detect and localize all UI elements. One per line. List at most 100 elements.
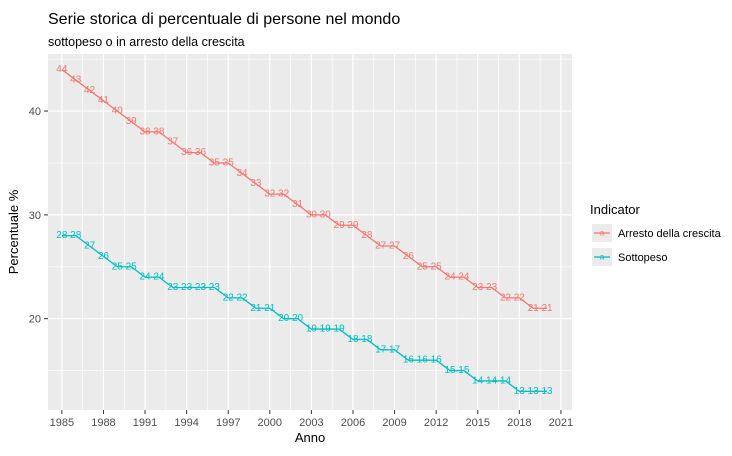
data-label: 19: [320, 324, 332, 335]
data-label: 24: [153, 272, 165, 283]
data-label: 21: [528, 303, 540, 314]
x-tick-label: 2006: [341, 417, 365, 429]
data-label: 21: [264, 303, 276, 314]
data-label: 39: [126, 116, 138, 127]
legend-label: Arresto della crescita: [618, 228, 722, 240]
data-label: 22: [514, 292, 526, 303]
legend-title: Indicator: [590, 202, 641, 217]
data-label: 19: [334, 324, 346, 335]
data-label: 22: [237, 292, 249, 303]
data-label: 20: [278, 313, 290, 324]
legend-key-glyph: a: [600, 253, 605, 262]
data-label: 15: [458, 365, 470, 376]
data-label: 36: [195, 147, 207, 158]
series-line: [61, 234, 548, 392]
series-line: [61, 69, 548, 309]
x-tick-label: 2021: [549, 417, 573, 429]
x-tick-label: 1991: [133, 417, 157, 429]
data-label: 25: [431, 261, 443, 272]
x-tick-label: 2003: [299, 417, 323, 429]
data-label: 17: [389, 344, 401, 355]
data-label: 34: [237, 168, 249, 179]
data-label: 25: [417, 261, 429, 272]
data-label: 24: [458, 272, 470, 283]
data-label: 14: [472, 375, 484, 386]
x-tick-label: 2000: [258, 417, 282, 429]
data-label: 38: [153, 126, 165, 137]
data-label: 20: [292, 313, 304, 324]
data-label: 23: [195, 282, 207, 293]
data-label: 25: [112, 261, 124, 272]
x-axis-title: Anno: [295, 430, 325, 445]
x-tick-label: 1997: [216, 417, 240, 429]
data-label: 36: [181, 147, 193, 158]
data-label: 24: [139, 272, 151, 283]
data-label: 19: [306, 324, 318, 335]
data-label: 32: [278, 189, 290, 200]
data-label: 35: [209, 157, 221, 168]
data-label: 13: [528, 386, 540, 397]
data-label: 27: [375, 241, 387, 252]
x-tick-label: 2009: [382, 417, 406, 429]
data-label: 22: [223, 292, 235, 303]
data-label: 22: [500, 292, 512, 303]
x-tick-label: 1985: [50, 417, 74, 429]
data-label: 16: [417, 355, 429, 366]
data-label: 37: [167, 137, 179, 148]
data-label: 16: [403, 355, 415, 366]
chart-title: Serie storica di percentuale di persone …: [48, 11, 400, 28]
data-label: 28: [70, 230, 82, 241]
x-tick-label: 1988: [91, 417, 115, 429]
data-label: 23: [167, 282, 179, 293]
data-label: 14: [486, 375, 498, 386]
major-gridlines: [48, 54, 572, 410]
chart-subtitle: sottopeso o in arresto della crescita: [48, 35, 245, 49]
data-label: 23: [209, 282, 221, 293]
data-label: 13: [541, 386, 553, 397]
data-label: 40: [112, 106, 124, 117]
legend-item: a Sottopeso: [592, 248, 668, 266]
data-label: 13: [514, 386, 526, 397]
y-axis-ticks: 20 30 40: [29, 106, 48, 326]
data-label: 31: [292, 199, 304, 210]
x-tick-label: 1994: [174, 417, 198, 429]
data-label: 44: [56, 64, 68, 75]
data-label: 32: [264, 189, 276, 200]
x-axis-ticks: 1985 1988 1991 1994 1997 2000 2003 2006 2009 2012…: [50, 410, 573, 429]
data-label: 27: [389, 241, 401, 252]
data-label: 25: [126, 261, 138, 272]
y-tick-label: 40: [29, 106, 41, 118]
data-label: 18: [361, 334, 373, 345]
data-label: 29: [347, 220, 359, 231]
data-label: 21: [541, 303, 553, 314]
y-axis-title: Percentuale %: [6, 189, 21, 274]
x-tick-label: 2018: [507, 417, 531, 429]
plot-panel: [48, 54, 572, 410]
legend-key-glyph: a: [600, 229, 605, 238]
data-label: 24: [444, 272, 456, 283]
data-label: 16: [431, 355, 443, 366]
data-label: 17: [375, 344, 387, 355]
x-tick-label: 2012: [424, 417, 448, 429]
data-label: 35: [223, 157, 235, 168]
data-label: 15: [444, 365, 456, 376]
minor-gridlines: [48, 54, 572, 410]
data-label: 14: [500, 375, 512, 386]
data-label: 28: [361, 230, 373, 241]
legend: Indicator a Arresto della crescita a Sottop…: [590, 202, 722, 266]
data-label: 21: [250, 303, 262, 314]
data-label: 30: [306, 209, 318, 220]
data-label: 28: [56, 230, 68, 241]
legend-item: a Arresto della crescita: [592, 224, 722, 242]
data-label: 23: [472, 282, 484, 293]
data-label: 42: [84, 85, 96, 96]
data-label: 23: [486, 282, 498, 293]
data-label: 41: [98, 95, 110, 106]
data-label: 38: [139, 126, 151, 137]
data-label: 27: [84, 241, 96, 252]
